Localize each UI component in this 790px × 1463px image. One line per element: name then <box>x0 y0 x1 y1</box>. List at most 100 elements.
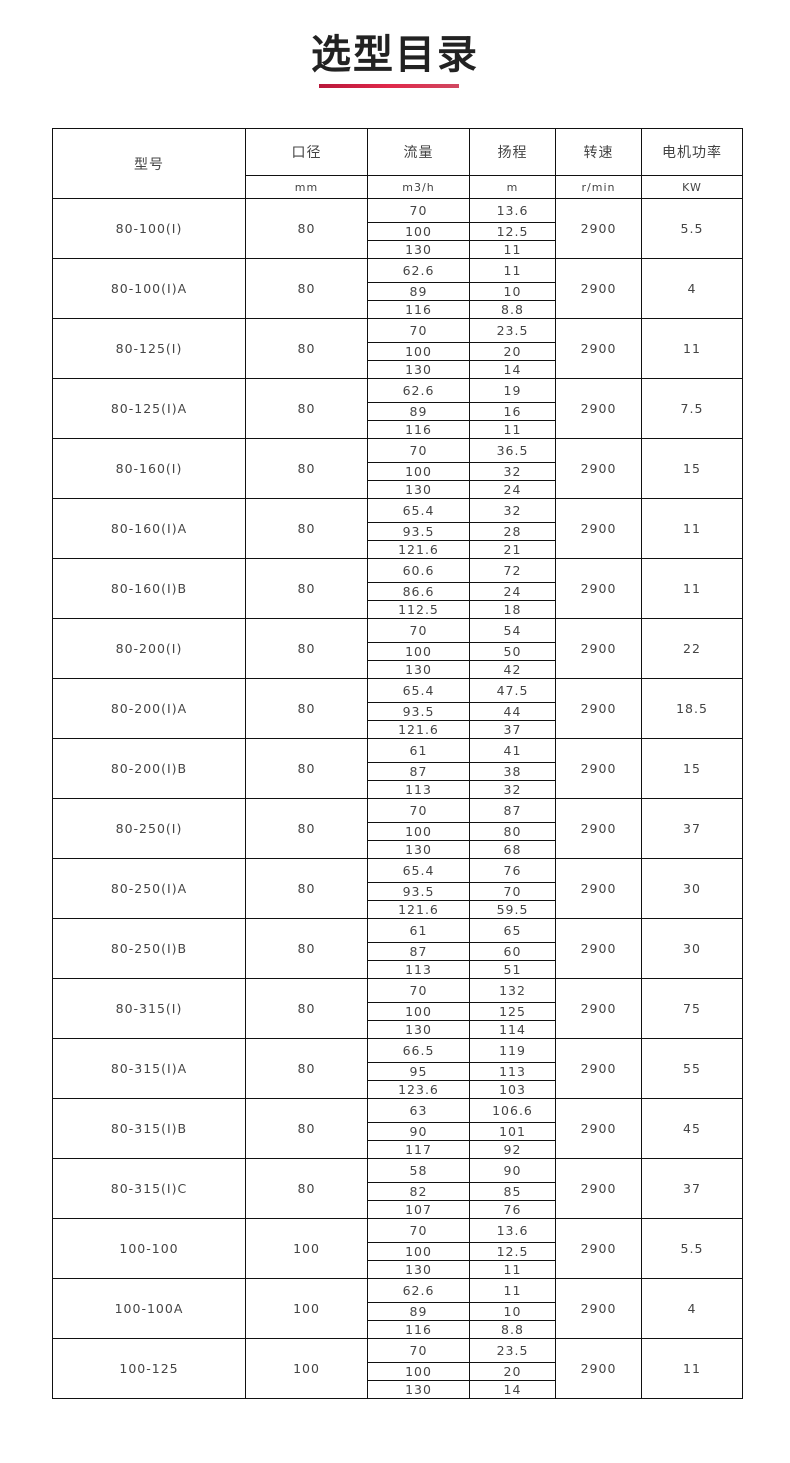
head-cell: 41 <box>469 738 556 763</box>
head-cell: 119 <box>469 1038 556 1063</box>
head-cell: 125 <box>469 1002 556 1021</box>
head-cell: 10 <box>469 282 556 301</box>
table-row: 80-125(I)A 80 62.6 19 2900 7.5 <box>52 378 743 439</box>
power-cell: 11 <box>641 558 743 619</box>
caliber-cell: 80 <box>245 798 368 859</box>
speed-cell: 2900 <box>555 1098 642 1159</box>
speed-cell: 2900 <box>555 378 642 439</box>
table-row: 80-160(I)B 80 60.6 72 2900 11 <box>52 558 743 619</box>
flow-cell: 100 <box>367 1002 470 1021</box>
header-caliber: 口径 <box>245 128 368 176</box>
table-row: 80-250(I) 80 70 87 2900 37 <box>52 798 743 859</box>
flow-cell: 116 <box>367 300 470 319</box>
table-row: 86.6 24 <box>53 582 743 601</box>
head-cell: 42 <box>469 660 556 679</box>
flow-cell: 130 <box>367 1380 470 1399</box>
caliber-cell: 80 <box>245 318 368 379</box>
table-row: 116 8.8 <box>53 300 743 319</box>
flow-cell: 123.6 <box>367 1080 470 1099</box>
table-row: 80-100(I) 80 70 13.6 2900 5.5 <box>52 198 743 259</box>
flow-cell: 121.6 <box>367 900 470 919</box>
model-cell: 80-125(I) <box>52 318 246 379</box>
head-cell: 12.5 <box>469 1242 556 1261</box>
flow-cell: 121.6 <box>367 540 470 559</box>
flow-cell: 90 <box>367 1122 470 1141</box>
flow-cell: 70 <box>367 618 470 643</box>
table-row: 82 85 <box>53 1182 743 1201</box>
flow-cell: 65.4 <box>367 498 470 523</box>
head-cell: 106.6 <box>469 1098 556 1123</box>
flow-cell: 60.6 <box>367 558 470 583</box>
speed-cell: 2900 <box>555 258 642 319</box>
speed-cell: 2900 <box>555 1338 642 1399</box>
model-cell: 80-315(I) <box>52 978 246 1039</box>
model-cell: 80-315(I)B <box>52 1098 246 1159</box>
power-cell: 4 <box>641 258 743 319</box>
head-cell: 11 <box>469 420 556 439</box>
flow-cell: 113 <box>367 780 470 799</box>
speed-cell: 2900 <box>555 1218 642 1279</box>
head-cell: 68 <box>469 840 556 859</box>
flow-cell: 93.5 <box>367 522 470 541</box>
caliber-cell: 80 <box>245 678 368 739</box>
power-cell: 5.5 <box>641 1218 743 1279</box>
head-cell: 101 <box>469 1122 556 1141</box>
flow-cell: 130 <box>367 1020 470 1039</box>
table-row: 121.6 37 <box>53 720 743 739</box>
head-cell: 11 <box>469 1278 556 1303</box>
flow-cell: 87 <box>367 942 470 961</box>
speed-cell: 2900 <box>555 438 642 499</box>
flow-cell: 107 <box>367 1200 470 1219</box>
model-cell: 100-100A <box>52 1278 246 1339</box>
table-row: 80-100(I)A 80 62.6 11 2900 4 <box>52 258 743 319</box>
power-cell: 45 <box>641 1098 743 1159</box>
flow-cell: 100 <box>367 222 470 241</box>
head-cell: 76 <box>469 1200 556 1219</box>
table-row: 80-125(I) 80 70 23.5 2900 11 <box>52 318 743 379</box>
flow-cell: 89 <box>367 1302 470 1321</box>
model-cell: 80-160(I) <box>52 438 246 499</box>
table-row: 80-250(I)A 80 65.4 76 2900 30 <box>52 858 743 919</box>
page-title: 选型目录 <box>311 32 479 78</box>
head-cell: 44 <box>469 702 556 721</box>
header-row: 型号 口径 流量 扬程 转速 电机功率 <box>52 128 743 199</box>
flow-cell: 113 <box>367 960 470 979</box>
model-cell: 80-125(I)A <box>52 378 246 439</box>
table-row: 80-315(I)A 80 66.5 119 2900 55 <box>52 1038 743 1099</box>
header-head: 扬程 <box>469 128 556 176</box>
caliber-cell: 100 <box>245 1338 368 1399</box>
head-cell: 72 <box>469 558 556 583</box>
head-cell: 11 <box>469 1260 556 1279</box>
head-cell: 36.5 <box>469 438 556 463</box>
table-row: 80-200(I) 80 70 54 2900 22 <box>52 618 743 679</box>
power-cell: 37 <box>641 798 743 859</box>
model-cell: 80-250(I)B <box>52 918 246 979</box>
flow-cell: 100 <box>367 642 470 661</box>
caliber-cell: 80 <box>245 438 368 499</box>
selection-table: 型号 口径 流量 扬程 转速 电机功率 mm m3/h m r/min KW 8… <box>52 128 743 1399</box>
head-cell: 21 <box>469 540 556 559</box>
head-cell: 13.6 <box>469 198 556 223</box>
flow-cell: 70 <box>367 978 470 1003</box>
table-row: 100-100A 100 62.6 11 2900 4 <box>52 1278 743 1339</box>
head-cell: 14 <box>469 360 556 379</box>
caliber-cell: 80 <box>245 858 368 919</box>
head-cell: 32 <box>469 462 556 481</box>
table-row: 80-200(I)B 80 61 41 2900 15 <box>52 738 743 799</box>
table-row: 130 14 <box>53 360 743 379</box>
header-speed: 转速 <box>555 128 642 176</box>
power-cell: 75 <box>641 978 743 1039</box>
caliber-cell: 80 <box>245 618 368 679</box>
title-underline <box>319 84 459 88</box>
caliber-cell: 80 <box>245 1038 368 1099</box>
power-cell: 18.5 <box>641 678 743 739</box>
power-cell: 15 <box>641 738 743 799</box>
speed-cell: 2900 <box>555 198 642 259</box>
flow-cell: 61 <box>367 738 470 763</box>
head-cell: 8.8 <box>469 300 556 319</box>
flow-cell: 95 <box>367 1062 470 1081</box>
head-cell: 23.5 <box>469 318 556 343</box>
caliber-cell: 80 <box>245 918 368 979</box>
model-cell: 80-160(I)B <box>52 558 246 619</box>
table-row: 90 101 <box>53 1122 743 1141</box>
